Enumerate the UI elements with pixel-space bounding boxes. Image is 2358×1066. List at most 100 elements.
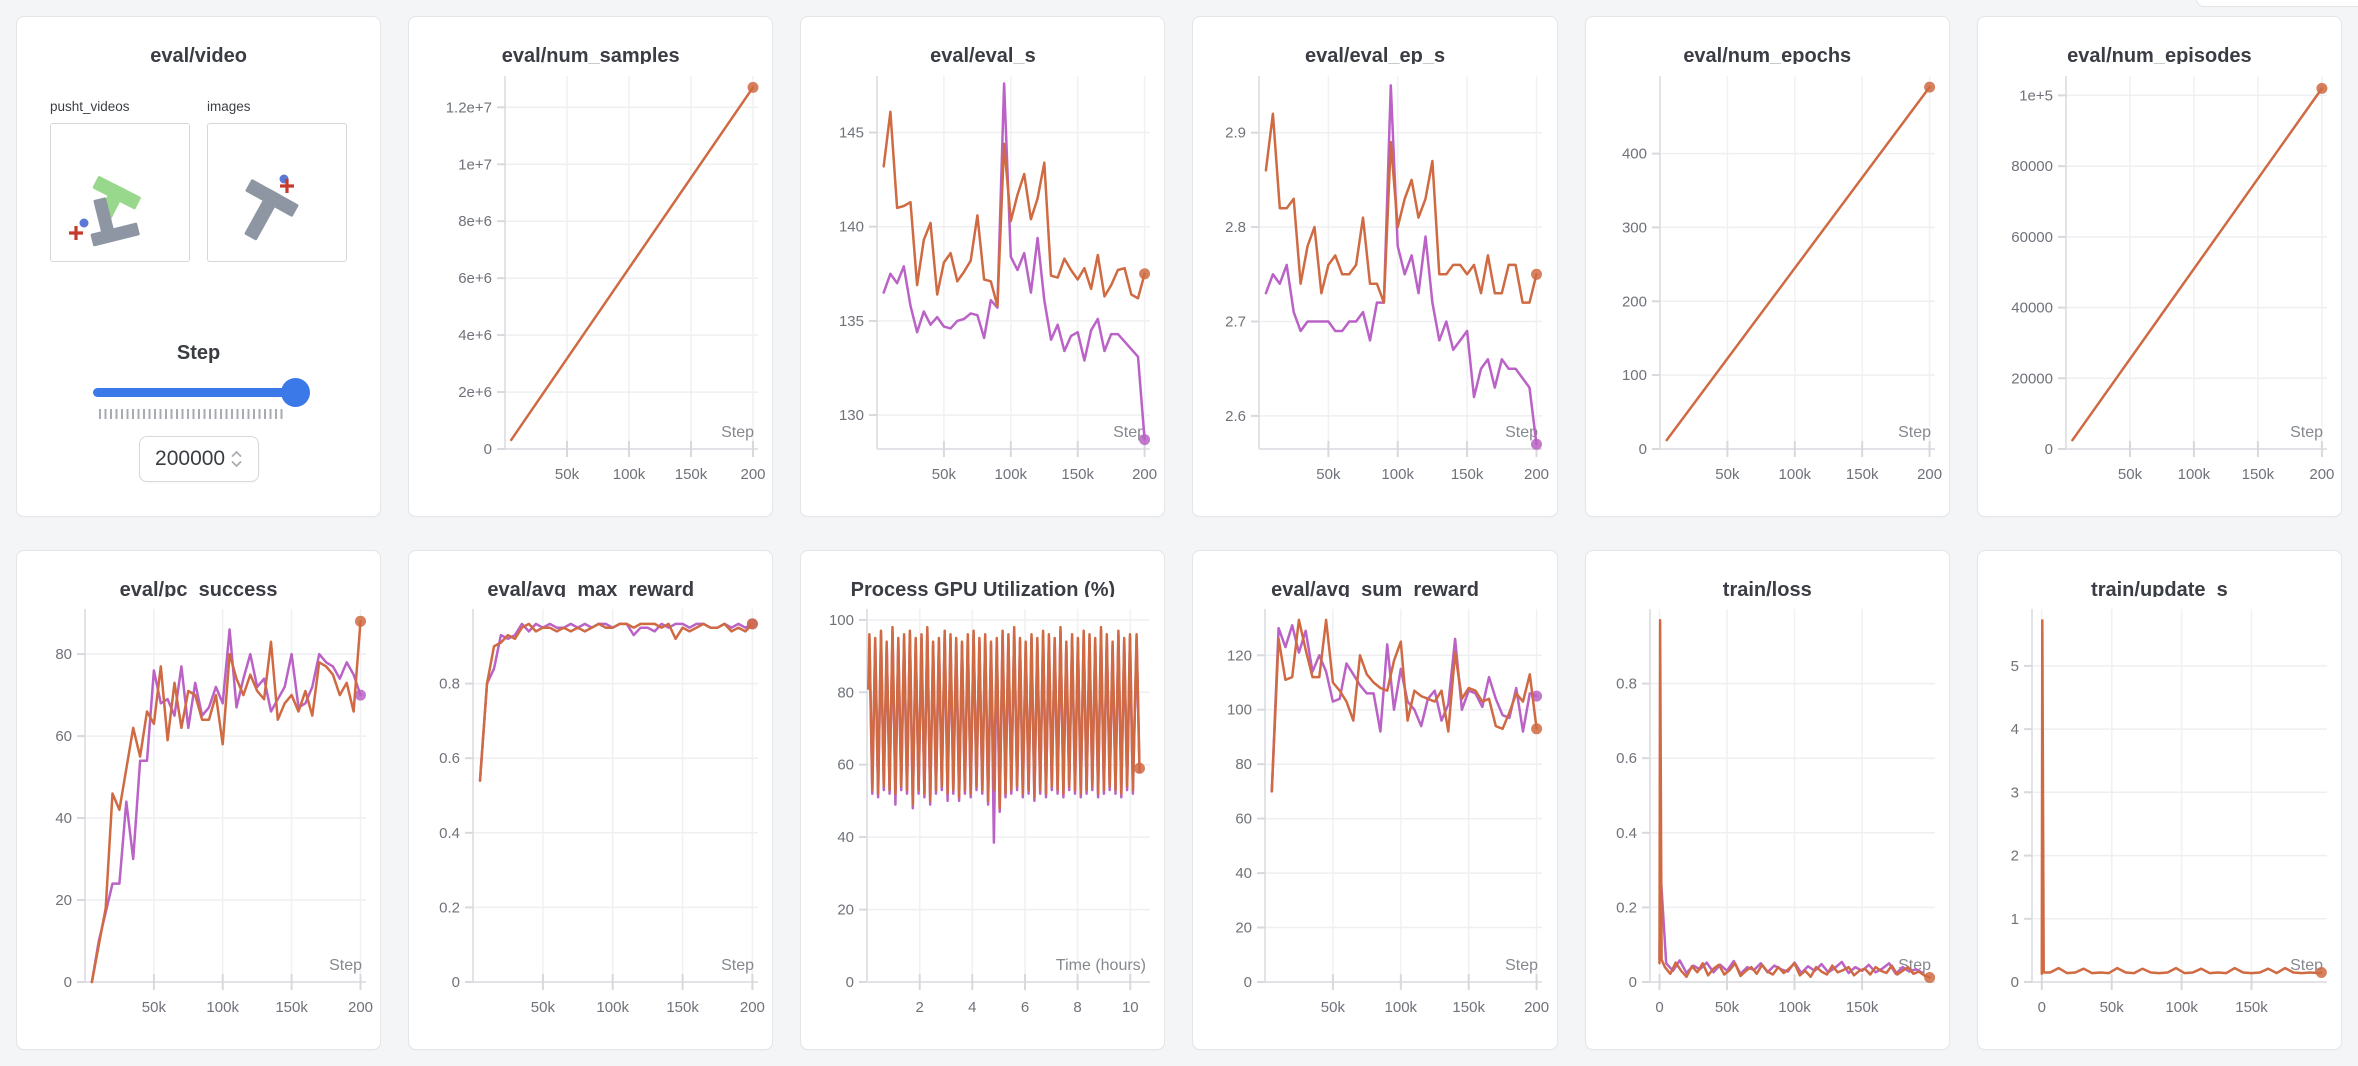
svg-text:0: 0 (452, 974, 460, 991)
chart-eval-ep-s[interactable]: 2.6 2.7 2.8 2.9 50k 100k 150k 200 Step (1193, 66, 1556, 510)
svg-text:4: 4 (2010, 721, 2018, 738)
chart-avg-max-reward[interactable]: 0 0.2 0.4 0.6 0.8 50k 100k 150k 200 Step (409, 599, 772, 1043)
svg-text:150k: 150k (1453, 999, 1486, 1016)
svg-text:150k: 150k (275, 999, 308, 1016)
svg-text:100: 100 (1622, 367, 1647, 384)
svg-text:135: 135 (839, 312, 864, 329)
svg-text:0: 0 (1655, 999, 1663, 1016)
svg-text:50k: 50k (531, 999, 556, 1016)
svg-text:2.7: 2.7 (1226, 313, 1247, 330)
chart-pc-success[interactable]: 0 20 40 60 80 50k 100k 150k 200 Step (17, 599, 380, 1043)
slider-track[interactable] (92, 387, 305, 397)
svg-text:80: 80 (1236, 756, 1253, 773)
svg-text:150k: 150k (1845, 999, 1878, 1016)
svg-text:0: 0 (484, 441, 492, 458)
svg-text:2.8: 2.8 (1226, 219, 1247, 236)
svg-text:1: 1 (2010, 911, 2018, 928)
svg-text:100k: 100k (613, 466, 646, 483)
panel-num-episodes: eval/num_episodes 0 20000 40000 60000 80000 1e… (1976, 16, 2342, 517)
panel-num-epochs: eval/num_epochs 0 100 200 300 400 50k 100k 150k 2… (1584, 16, 1950, 517)
svg-text:100k: 100k (206, 999, 239, 1016)
svg-text:100k: 100k (1778, 466, 1811, 483)
chart-svg-avg-sum-reward: 0 20 40 60 80 100 120 50k 100k 150k 200 Step (1227, 609, 1550, 1016)
chart-svg-num-episodes: 0 20000 40000 60000 80000 1e+5 50k 100k 150k 200 S… (2011, 75, 2334, 483)
svg-text:1.2e+7: 1.2e+7 (446, 99, 492, 116)
svg-text:60000: 60000 (2011, 228, 2053, 245)
svg-text:Step: Step (1506, 957, 1539, 974)
svg-text:Time (hours): Time (hours) (1056, 957, 1146, 974)
chart-eval-s[interactable]: 130 135 140 145 50k 100k 150k 200 Step (801, 66, 1164, 510)
stepper-down-button[interactable] (231, 460, 242, 468)
svg-text:20000: 20000 (2011, 370, 2053, 387)
svg-text:200: 200 (1622, 293, 1647, 310)
chart-avg-sum-reward[interactable]: 0 20 40 60 80 100 120 50k 100k 150k 200 Step (1193, 599, 1556, 1043)
chart-num-samples[interactable]: 0 2e+6 4e+6 6e+6 8e+6 1e+7 1.2e+7 50k 100k 150k 20… (409, 66, 772, 510)
svg-text:2e+6: 2e+6 (458, 384, 492, 401)
chart-train-update-s[interactable]: 0 1 2 3 4 5 0 50k 100k 150k Step (1978, 599, 2341, 1043)
chart-title: eval/num_epochs (1683, 45, 1852, 64)
svg-text:0: 0 (2010, 974, 2018, 991)
svg-text:50k: 50k (1317, 466, 1342, 483)
svg-text:200: 200 (1917, 466, 1942, 483)
chart-title: eval/eval_ep_s (1305, 45, 1446, 64)
panel-pc-success: eval/pc_success 0 20 40 60 80 50k 100k 150k 200 St… (16, 549, 382, 1050)
svg-text:60: 60 (55, 728, 72, 745)
chart-train-loss[interactable]: 0 0.2 0.4 0.6 0.8 0 50k 100k 150k Step (1586, 599, 1949, 1043)
stepper-up-button[interactable] (231, 450, 242, 458)
svg-text:150k: 150k (2241, 466, 2274, 483)
svg-text:100: 100 (829, 612, 854, 629)
chart-title: eval/pc_success (119, 578, 278, 598)
svg-text:6e+6: 6e+6 (458, 270, 492, 287)
svg-text:8e+6: 8e+6 (458, 213, 492, 230)
svg-text:100k: 100k (1385, 999, 1418, 1016)
panel-num-samples: eval/num_samples 0 2e+6 4e+6 6e+6 8e+6 1e+7 1.2… (408, 16, 774, 517)
svg-text:2.6: 2.6 (1226, 407, 1247, 424)
chart-svg-eval-s: 130 135 140 145 50k 100k 150k 200 Step (839, 75, 1157, 483)
svg-text:1e+7: 1e+7 (458, 156, 492, 173)
media-row: pusht_videos (17, 99, 380, 262)
panel-eval-video: eval/video pusht_videos (16, 16, 382, 517)
chart-title: eval/avg_sum_reward (1271, 578, 1480, 598)
step-value[interactable]: 200000 (155, 446, 226, 470)
svg-text:80000: 80000 (2011, 158, 2053, 175)
pusht-video-thumbnail[interactable] (50, 123, 190, 262)
svg-text:50k: 50k (1715, 999, 1740, 1016)
chart-num-episodes[interactable]: 0 20000 40000 60000 80000 1e+5 50k 100k 150k 200 S… (1978, 66, 2341, 510)
chart-num-epochs[interactable]: 0 100 200 300 400 50k 100k 150k 200 Step (1586, 66, 1949, 510)
step-input[interactable]: 200000 (138, 435, 259, 482)
images-thumbnail[interactable] (207, 123, 347, 262)
svg-text:60: 60 (838, 757, 855, 774)
slider-tick-ruler (98, 408, 285, 419)
svg-text:40: 40 (1236, 865, 1253, 882)
svg-text:50k: 50k (2099, 999, 2124, 1016)
gray-t-shape (90, 197, 140, 247)
svg-text:100k: 100k (1382, 466, 1415, 483)
svg-text:Step: Step (1113, 424, 1146, 441)
svg-text:50k: 50k (2118, 466, 2143, 483)
svg-text:50k: 50k (932, 466, 957, 483)
svg-text:60: 60 (1236, 811, 1253, 828)
svg-text:6: 6 (1021, 999, 1029, 1016)
svg-text:2.9: 2.9 (1226, 124, 1247, 141)
step-control: Step 200000 (17, 342, 380, 516)
svg-text:150k: 150k (1451, 466, 1484, 483)
panel-title: eval/video (150, 45, 247, 67)
media-images: images (207, 99, 347, 262)
chart-svg-gpu-utilization: 0 20 40 60 80 100 2 4 6 8 10 Time (hours) (829, 609, 1151, 1016)
svg-text:100k: 100k (995, 466, 1028, 483)
chart-title: eval/num_samples (501, 45, 680, 64)
chart-title: eval/eval_s (930, 45, 1036, 64)
svg-text:50k: 50k (142, 999, 167, 1016)
panel-gpu-utilization: Process GPU Utilization (%) 0 20 40 60 80 100 2… (800, 549, 1166, 1050)
svg-text:80: 80 (838, 684, 855, 701)
chart-gpu-utilization[interactable]: 0 20 40 60 80 100 2 4 6 8 10 Time (hours) (801, 599, 1164, 1043)
slider-thumb[interactable] (280, 377, 310, 407)
media-label: pusht_videos (50, 99, 130, 114)
step-slider[interactable] (92, 377, 310, 408)
svg-text:0: 0 (1244, 974, 1252, 991)
svg-text:50k: 50k (555, 466, 580, 483)
chart-title: train/update_s (2091, 578, 2228, 598)
svg-text:1e+5: 1e+5 (2019, 87, 2053, 104)
svg-text:100k: 100k (2177, 466, 2210, 483)
chart-svg-num-samples: 0 2e+6 4e+6 6e+6 8e+6 1e+7 1.2e+7 50k 100k 150k 20… (446, 75, 766, 483)
